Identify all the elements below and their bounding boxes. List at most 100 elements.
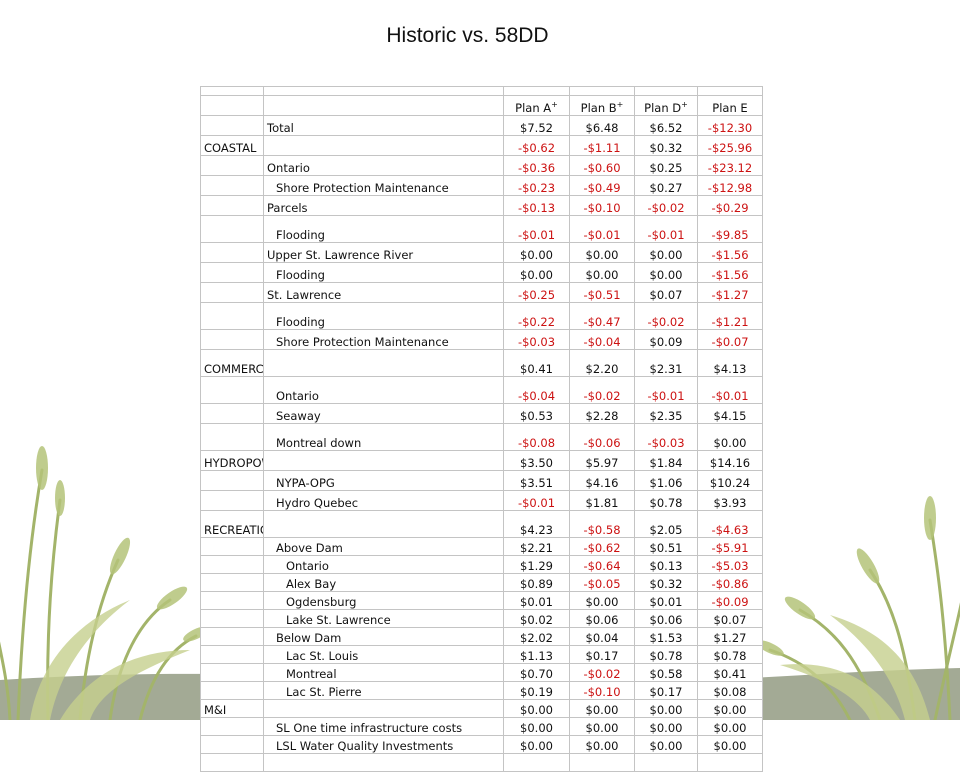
value-cell: $0.00 bbox=[569, 735, 635, 754]
value-cell: $0.00 bbox=[634, 699, 698, 718]
value-cell: $0.00 bbox=[634, 717, 698, 736]
value-cell: $10.24 bbox=[697, 470, 763, 491]
value-cell: -$12.30 bbox=[697, 115, 763, 136]
value-cell: $3.51 bbox=[503, 470, 570, 491]
value-cell: -$0.10 bbox=[569, 681, 635, 700]
value-cell: $5.97 bbox=[569, 450, 635, 471]
value-cell: $0.00 bbox=[697, 423, 763, 451]
left-grass-heads bbox=[36, 446, 209, 642]
category-cell bbox=[200, 717, 264, 736]
value-cell: $2.28 bbox=[569, 403, 635, 424]
empty-cell bbox=[634, 753, 698, 772]
category-cell bbox=[200, 609, 264, 628]
value-cell: -$0.58 bbox=[569, 510, 635, 538]
subcategory-cell: Flooding bbox=[263, 262, 504, 283]
table-end-row bbox=[200, 753, 763, 772]
table-row: Total $7.52 $6.48 $6.52 -$12.30 bbox=[200, 115, 763, 136]
value-cell: $1.84 bbox=[634, 450, 698, 471]
table-row: M&I $0.00 $0.00 $0.00 $0.00 bbox=[200, 699, 763, 718]
value-cell: $0.78 bbox=[697, 645, 763, 664]
value-cell: -$0.10 bbox=[569, 195, 635, 216]
column-header: Plan B+ bbox=[569, 95, 635, 116]
empty-cell bbox=[200, 95, 264, 116]
subcategory-cell: Above Dam bbox=[263, 537, 504, 556]
value-cell: $0.00 bbox=[697, 735, 763, 754]
value-cell: $1.29 bbox=[503, 555, 570, 574]
value-cell: -$0.01 bbox=[634, 215, 698, 243]
value-cell: $0.01 bbox=[503, 591, 570, 610]
empty-cell bbox=[569, 86, 635, 96]
value-cell: -$1.21 bbox=[697, 302, 763, 330]
value-cell: -$0.08 bbox=[503, 423, 570, 451]
subcategory-cell: Ogdensburg bbox=[263, 591, 504, 610]
table-row: HYDROPOWER $3.50$5.97$1.84$14.16 bbox=[200, 450, 763, 471]
category-cell bbox=[200, 329, 264, 350]
empty-cell bbox=[263, 753, 504, 772]
category-cell bbox=[200, 591, 264, 610]
column-header-label: Plan E bbox=[712, 101, 748, 115]
table-row: Above Dam $2.21 -$0.62 $0.51 -$5.91 bbox=[200, 537, 763, 556]
value-cell: $0.13 bbox=[634, 555, 698, 574]
right-grass-heads bbox=[756, 496, 936, 656]
value-cell: -$23.12 bbox=[697, 155, 763, 176]
table-row: Below Dam $2.02 $0.04 $1.53 $1.27 bbox=[200, 627, 763, 646]
value-cell: $0.78 bbox=[634, 490, 698, 511]
table-row: Parcels -$0.13 -$0.10 -$0.02 -$0.29 bbox=[200, 195, 763, 216]
category-cell bbox=[200, 537, 264, 556]
subcategory-cell: Shore Protection Maintenance bbox=[263, 329, 504, 350]
value-cell: $1.27 bbox=[697, 627, 763, 646]
empty-cell bbox=[697, 86, 763, 96]
table-row: Alex Bay $0.89 -$0.05 $0.32 -$0.86 bbox=[200, 573, 763, 592]
value-cell: $0.32 bbox=[634, 573, 698, 592]
table-row: SL One time infrastructure costs $0.00 $0.… bbox=[200, 717, 763, 736]
value-cell: $0.00 bbox=[634, 735, 698, 754]
value-cell: -$0.03 bbox=[634, 423, 698, 451]
value-cell: -$0.60 bbox=[569, 155, 635, 176]
category-cell bbox=[200, 403, 264, 424]
category-cell bbox=[200, 627, 264, 646]
table-row: Ogdensburg $0.01 $0.00 $0.01 -$0.09 bbox=[200, 591, 763, 610]
value-cell: $0.19 bbox=[503, 681, 570, 700]
value-cell: -$0.05 bbox=[569, 573, 635, 592]
value-cell: $3.93 bbox=[697, 490, 763, 511]
value-cell: -$0.86 bbox=[697, 573, 763, 592]
table-row: Hydro Quebec -$0.01 $1.81 $0.78 $3.93 bbox=[200, 490, 763, 511]
category-cell bbox=[200, 490, 264, 511]
table-row: Ontario $1.29 -$0.64 $0.13 -$5.03 bbox=[200, 555, 763, 574]
value-cell: -$0.23 bbox=[503, 175, 570, 196]
category-cell bbox=[200, 663, 264, 682]
subcategory-cell: Lake St. Lawrence bbox=[263, 609, 504, 628]
value-cell: $0.00 bbox=[569, 717, 635, 736]
table-row: Seaway $0.53 $2.28 $2.35 $4.15 bbox=[200, 403, 763, 424]
value-cell: $0.00 bbox=[503, 699, 570, 718]
table-spacer-row bbox=[200, 86, 763, 96]
table-row: Shore Protection Maintenance -$0.23 -$0.49… bbox=[200, 175, 763, 196]
value-cell: $0.00 bbox=[569, 242, 635, 263]
table-row: Upper St. Lawrence River $0.00 $0.00 $0.00-… bbox=[200, 242, 763, 263]
slide-title: Historic vs. 58DD bbox=[386, 24, 549, 47]
category-cell bbox=[200, 302, 264, 330]
value-cell: $0.89 bbox=[503, 573, 570, 592]
empty-cell bbox=[263, 95, 504, 116]
value-cell: -$5.91 bbox=[697, 537, 763, 556]
empty-cell bbox=[200, 753, 264, 772]
column-header-label: Plan D bbox=[644, 101, 682, 115]
value-cell: $0.04 bbox=[569, 627, 635, 646]
value-cell: $3.50 bbox=[503, 450, 570, 471]
value-cell: $2.31 bbox=[634, 349, 698, 377]
category-cell bbox=[200, 262, 264, 283]
table-row: Flooding -$0.22 -$0.47 -$0.02 -$1.21 bbox=[200, 302, 763, 330]
value-cell: $4.16 bbox=[569, 470, 635, 491]
table-row: Lac St. Louis $1.13 $0.17 $0.78 $0.78 bbox=[200, 645, 763, 664]
subcategory-cell bbox=[263, 450, 504, 471]
value-cell: $0.53 bbox=[503, 403, 570, 424]
value-cell: -$0.62 bbox=[503, 135, 570, 156]
value-cell: -$9.85 bbox=[697, 215, 763, 243]
table-row: Flooding $0.00 $0.00 $0.00 -$1.56 bbox=[200, 262, 763, 283]
value-cell: -$0.36 bbox=[503, 155, 570, 176]
column-header-mark: + bbox=[616, 100, 624, 110]
value-cell: -$1.56 bbox=[697, 262, 763, 283]
subcategory-cell: Montreal bbox=[263, 663, 504, 682]
value-cell: $0.17 bbox=[569, 645, 635, 664]
value-cell: $4.15 bbox=[697, 403, 763, 424]
